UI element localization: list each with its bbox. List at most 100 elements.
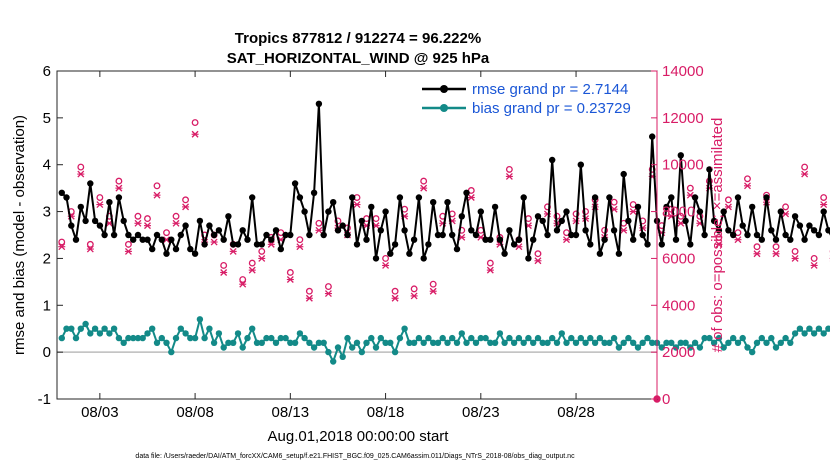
rmse-point: [158, 236, 165, 243]
obs-possible-point: [86, 240, 94, 248]
bias-point: [577, 334, 584, 342]
rmse-point: [534, 213, 542, 220]
rmse-point: [587, 241, 594, 248]
bias-point: [734, 339, 742, 346]
bias-point: [510, 339, 518, 346]
rmse-point: [744, 231, 751, 239]
rmse-point: [382, 208, 389, 215]
rmse-point: [177, 231, 184, 239]
bias-point: [149, 325, 156, 332]
obs-assimilated-point: [753, 250, 761, 258]
bias-point: [806, 325, 813, 332]
bias-point: [201, 334, 208, 342]
obs-assimilated-point: [467, 194, 475, 201]
bias-point: [244, 334, 251, 342]
rmse-point: [230, 241, 237, 248]
rmse-point: [91, 217, 99, 225]
obs-possible-point: [286, 269, 294, 276]
obs-assimilated-point: [715, 240, 723, 248]
bias-point: [191, 334, 199, 342]
obs-assimilated-point: [239, 280, 247, 288]
rmse-point: [539, 217, 546, 225]
rmse-point: [149, 245, 156, 253]
rmse-point: [434, 231, 442, 239]
bias-point: [572, 339, 580, 346]
bias-point: [449, 334, 456, 342]
rmse-point: [591, 194, 599, 201]
obs-assimilated-point: [267, 240, 275, 248]
rmse-point: [391, 241, 399, 248]
bias-point: [220, 344, 227, 351]
rmse-point: [572, 231, 580, 239]
rmse-point: [772, 236, 780, 243]
rmse-point: [582, 227, 589, 234]
rmse-point: [615, 250, 623, 257]
bias-point: [720, 344, 727, 351]
rmse-point: [220, 236, 227, 243]
rmse-point: [601, 236, 608, 243]
rmse-point: [415, 194, 423, 201]
rmse-point: [558, 217, 565, 225]
rmse-point: [715, 227, 723, 234]
rmse-point: [506, 227, 513, 234]
bias-point: [210, 339, 218, 346]
bias-point: [344, 334, 351, 342]
obs-possible-point: [801, 163, 809, 171]
bias-point: [749, 348, 756, 356]
rmse-point: [520, 194, 527, 201]
bias-point: [68, 325, 75, 332]
bias-point: [791, 330, 799, 337]
obs-possible-point: [534, 250, 542, 258]
rmse-point: [68, 222, 75, 229]
rmse-point: [482, 236, 489, 243]
obs-possible-point: [382, 254, 390, 262]
rmse-point: [801, 236, 808, 243]
bias-point: [91, 325, 99, 332]
obs-possible-point: [296, 236, 304, 244]
rmse-point: [791, 213, 799, 220]
bias-point: [615, 344, 623, 351]
rmse-point: [163, 250, 170, 257]
bias-point: [730, 334, 737, 342]
obs-assimilated-point: [382, 261, 390, 269]
bias-point: [810, 330, 818, 337]
obs-assimilated-point: [248, 266, 256, 274]
obs-assimilated-point: [143, 222, 151, 230]
rmse-point: [239, 227, 246, 234]
rmse-point: [663, 203, 670, 211]
rmse-point: [510, 241, 518, 248]
rmse-point: [249, 194, 256, 201]
obs-assimilated-point: [172, 219, 180, 227]
bias-point: [125, 334, 132, 342]
rmse-point: [691, 194, 699, 201]
rmse-point: [815, 231, 823, 239]
rmse-point: [206, 222, 213, 229]
bias-point: [758, 334, 765, 342]
rmse-point: [406, 250, 413, 257]
bias-point: [396, 334, 404, 342]
obs-assimilated-point: [801, 170, 809, 178]
rmse-point: [806, 222, 813, 229]
rmse-point: [58, 189, 65, 196]
obs-assimilated-point: [86, 245, 94, 253]
bias-point: [268, 334, 275, 342]
rmse-point: [477, 208, 484, 215]
chart-subtitle: SAT_HORIZONTAL_WIND @ 925 hPa: [227, 50, 490, 67]
bias-point: [368, 334, 375, 342]
bias-point: [563, 339, 570, 346]
bias-point: [496, 330, 504, 337]
obs-possible-point: [134, 212, 142, 220]
rmse-point: [244, 236, 251, 243]
y2-tick-label: 6000: [662, 250, 695, 267]
bias-point: [363, 339, 370, 346]
obs-assimilated-point: [486, 266, 494, 274]
bias-point: [387, 339, 394, 346]
rmse-point: [677, 152, 684, 159]
rmse-point: [496, 236, 504, 243]
bias-point: [101, 325, 108, 332]
rmse-point: [491, 203, 499, 211]
rmse-point: [739, 222, 746, 229]
rmse-point: [782, 231, 789, 239]
y2-tick-label: 10000: [662, 157, 704, 174]
rmse-point: [796, 222, 804, 229]
